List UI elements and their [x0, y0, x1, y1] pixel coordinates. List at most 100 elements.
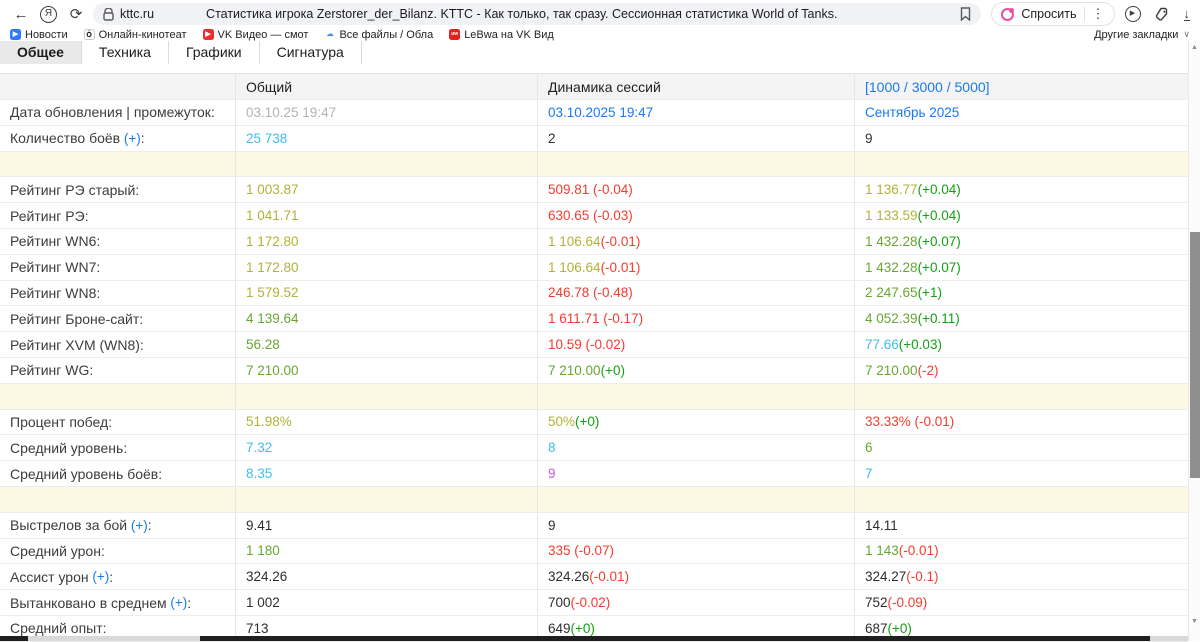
label-cell: Рейтинг РЭ старый:: [0, 177, 235, 202]
value-text: (+0): [601, 363, 625, 378]
table-row: Дата обновления | промежуток:03.10.25 19…: [0, 100, 1188, 126]
value-text: 77.66: [865, 337, 899, 352]
expand-link[interactable]: (+): [167, 595, 188, 610]
row-label-colon: :: [96, 259, 100, 275]
row-label: Рейтинг Броне-сайт: [10, 311, 139, 327]
value-cell: [537, 487, 854, 512]
row-label: Выстрелов за бой: [10, 517, 127, 533]
offers-tag-icon[interactable]: [1155, 7, 1170, 22]
value-text: (-2): [918, 363, 939, 378]
bookmark-label: LeBwa на VK Вид: [464, 29, 554, 41]
value-text: 324.27: [865, 569, 906, 584]
value-cell: 1 172.80: [235, 229, 537, 254]
value-text: 6: [865, 440, 873, 455]
label-cell: Выстрелов за бой (+):: [0, 513, 235, 538]
value-cell: 1 172.80: [235, 255, 537, 280]
bookmark-item[interactable]: ▶Новости: [10, 29, 68, 41]
back-button[interactable]: ←: [10, 6, 32, 23]
value-text: (-0.01): [601, 260, 641, 275]
chevron-down-icon: ∨: [1183, 29, 1190, 40]
value-link[interactable]: Сентябрь 2025: [865, 105, 959, 120]
value-text: (+0): [888, 621, 912, 636]
row-label: Средний уровень боёв: [10, 466, 158, 482]
value-cell: 7 210.00 (+0): [537, 358, 854, 383]
row-label: Рейтинг РЭ: [10, 208, 85, 224]
tab-4[interactable]: Сигнатура: [260, 41, 362, 64]
scrollbar-thumb[interactable]: [1190, 232, 1200, 478]
tab-1[interactable]: Общее: [0, 41, 82, 64]
label-cell: Рейтинг XVM (WN8):: [0, 332, 235, 357]
value-text: (+1): [918, 285, 942, 300]
address-bar[interactable]: kttc.ru Статистика игрока Zerstorer_der_…: [93, 3, 981, 25]
value-cell: 1 136.77 (+0.04): [854, 177, 1188, 202]
url-text: kttc.ru: [120, 7, 154, 21]
value-text: 335 (-0.07): [548, 543, 614, 558]
value-text: 246.78 (-0.48): [548, 285, 633, 300]
alice-icon: [1001, 8, 1014, 21]
separator-row: [0, 384, 1188, 410]
scroll-up-arrow[interactable]: ▲: [1189, 44, 1200, 51]
value-text: 1 432.28: [865, 234, 918, 249]
label-cell: Вытанковано в среднем (+):: [0, 590, 235, 615]
value-text: 1 133.59: [865, 208, 918, 223]
separator-row: [0, 487, 1188, 513]
value-cell: 51.98%: [235, 410, 537, 435]
value-text: 1 106.64: [548, 260, 601, 275]
other-bookmarks-label: Другие закладки: [1094, 29, 1178, 41]
value-text: 1 172.80: [246, 260, 299, 275]
download-icon[interactable]: ↓: [1184, 7, 1191, 21]
bookmark-label: Онлайн-кинотеат: [99, 29, 187, 41]
label-cell: Рейтинг WN6:: [0, 229, 235, 254]
row-label-colon: :: [148, 517, 152, 533]
scroll-down-arrow[interactable]: ▼: [1189, 618, 1200, 625]
tab-2[interactable]: Техника: [82, 41, 169, 64]
label-cell: Средний уровень:: [0, 435, 235, 460]
value-text: 14.11: [865, 518, 898, 533]
row-label-colon: :: [101, 543, 105, 559]
value-cell: 7: [854, 461, 1188, 486]
ask-alice-button[interactable]: Спросить ⋮: [991, 2, 1114, 26]
value-text: 1 106.64: [548, 234, 601, 249]
value-text: 7.32: [246, 440, 272, 455]
expand-link[interactable]: (+): [89, 569, 110, 584]
value-cell: 77.66 (+0.03): [854, 332, 1188, 357]
bookmark-label: VK Видео — смот: [218, 29, 309, 41]
value-text: 56.28: [246, 337, 280, 352]
value-cell: 9: [537, 513, 854, 538]
cloud-icon: ☁: [324, 29, 335, 40]
tab-3[interactable]: Графики: [169, 41, 260, 64]
label-cell: Рейтинг РЭ:: [0, 203, 235, 228]
other-bookmarks-button[interactable]: Другие закладки ∨: [1094, 29, 1190, 41]
value-text: 7 210.00: [865, 363, 918, 378]
col-header-ranges-link[interactable]: [1000 / 3000 / 5000]: [865, 79, 990, 95]
value-text: 630.65 (-0.03): [548, 208, 633, 223]
row-label-colon: :: [109, 569, 113, 585]
value-cell: 1 133.59 (+0.04): [854, 203, 1188, 228]
bookmark-item[interactable]: ☁Все файлы / Обла: [324, 29, 433, 41]
value-cell: [854, 152, 1188, 177]
bookmark-item[interactable]: ▶VK Видео — смот: [203, 29, 309, 41]
stats-table: Общий Динамика сессий [1000 / 3000 / 500…: [0, 73, 1188, 642]
lock-icon[interactable]: [103, 8, 114, 21]
value-link[interactable]: 03.10.2025 19:47: [548, 105, 653, 120]
value-cell: 1 611.71 (-0.17): [537, 306, 854, 331]
media-player-icon[interactable]: ▶: [1125, 6, 1141, 22]
value-text: 713: [246, 621, 269, 636]
yandex-logo-button[interactable]: Я: [40, 6, 57, 23]
value-text: 25 738: [246, 131, 287, 146]
kebab-menu-icon[interactable]: ⋮: [1092, 6, 1105, 22]
expand-link[interactable]: (+): [127, 518, 148, 533]
expand-link[interactable]: (+): [120, 131, 141, 146]
value-cell: 9: [854, 126, 1188, 151]
row-label: Средний урон: [10, 543, 101, 559]
row-label-colon: :: [158, 466, 162, 482]
value-cell: 8.35: [235, 461, 537, 486]
row-label-colon: :: [108, 414, 112, 430]
bookmark-flag-icon[interactable]: [960, 7, 971, 21]
refresh-button[interactable]: ⟳: [65, 5, 87, 23]
